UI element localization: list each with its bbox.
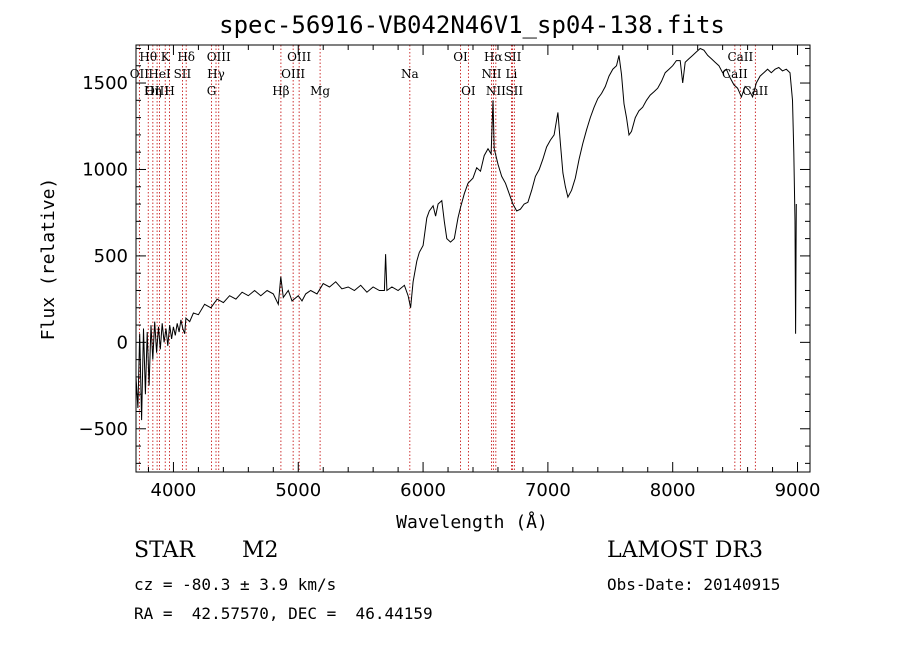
line-label: SII [174, 67, 192, 81]
x-tick-label: 9000 [775, 480, 821, 501]
line-label: H [164, 84, 174, 98]
line-label: Mg [310, 84, 330, 98]
y-axis-ticks: −500 0 500 1000 1500 [79, 47, 810, 464]
line-label: Na [401, 67, 419, 81]
line-label: Hθ [139, 50, 157, 64]
x-axis-ticks: 4000 5000 6000 7000 8000 9000 [147, 45, 821, 501]
line-label: G [207, 84, 217, 98]
coordinates: RA = 42.57570, DEC = 46.44159 [134, 604, 433, 623]
spectral-line-markers [138, 45, 756, 472]
line-label: OIII [207, 50, 231, 64]
line-label: K [161, 50, 171, 64]
line-label: Hη [144, 84, 162, 98]
line-label: Hγ [207, 67, 225, 81]
x-tick-label: 6000 [400, 480, 446, 501]
redshift-value: cz = -80.3 ± 3.9 km/s [134, 575, 337, 594]
spectrum-chart: spec-56916-VB042N46V1_sp04-138.fits Hθ OI… [38, 11, 821, 533]
line-label: Hδ [177, 50, 195, 64]
observation-date: Obs-Date: 20140915 [607, 575, 781, 594]
line-label: CaII [727, 50, 753, 64]
object-class: STAR [134, 538, 195, 563]
line-label: OIII [287, 50, 311, 64]
line-label: OII [130, 67, 150, 81]
line-label: CaII [722, 67, 748, 81]
y-axis-label: Flux (relative) [38, 178, 59, 341]
x-tick-label: 5000 [275, 480, 321, 501]
chart-title: spec-56916-VB042N46V1_sp04-138.fits [219, 11, 725, 39]
plot-frame [135, 44, 811, 473]
y-tick-label: −500 [79, 419, 128, 440]
spectrum-line [135, 47, 797, 421]
line-label: CaII [742, 84, 768, 98]
x-tick-label: 7000 [525, 480, 571, 501]
y-tick-label: 1000 [82, 159, 128, 180]
survey-name: LAMOST DR3 [607, 538, 763, 563]
line-label: OI [453, 50, 468, 64]
y-tick-label: 0 [117, 332, 128, 353]
line-label: SII [504, 50, 522, 64]
x-axis-label: Wavelength (Å) [396, 511, 548, 533]
line-label: OI [461, 84, 476, 98]
line-label: Hα [484, 50, 503, 64]
object-subclass: M2 [242, 538, 279, 563]
x-tick-label: 8000 [650, 480, 696, 501]
line-label: OIII [145, 84, 169, 98]
line-label: OIII [281, 67, 305, 81]
line-label: Hβ [272, 84, 289, 98]
line-label: SII [505, 84, 523, 98]
y-tick-label: 1500 [82, 73, 128, 94]
y-tick-label: 500 [94, 246, 128, 267]
line-label: HeI [148, 67, 171, 81]
line-label: NII [486, 84, 506, 98]
x-tick-label: 4000 [151, 480, 197, 501]
line-label: NII [481, 67, 501, 81]
line-label: Li [506, 67, 518, 81]
